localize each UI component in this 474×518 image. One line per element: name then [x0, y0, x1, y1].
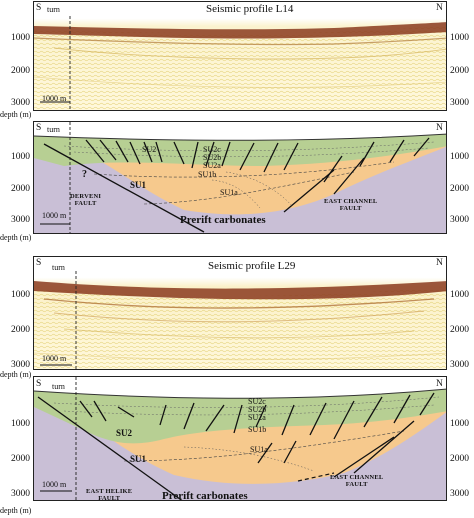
scale-bar-label: 1000 m [42, 354, 67, 363]
fault-label-line: FAULT [74, 200, 97, 207]
unit-su1: SU1 [130, 454, 147, 464]
north-label: N [436, 3, 443, 13]
turn-label: turn [52, 263, 65, 272]
scale-bar-label: 1000 m [42, 94, 67, 103]
south-label: S [36, 123, 42, 133]
depth-right-2000: 2000 [450, 325, 469, 335]
profile-title: Seismic profile L29 [208, 260, 296, 272]
depth-right-3000: 3000 [450, 489, 469, 499]
fault-label-line: EAST CHANNEL [324, 198, 378, 205]
depth-right-1000: 1000 [450, 290, 469, 300]
seismic-panel-l29 [33, 256, 447, 370]
south-label: S [36, 379, 42, 389]
unit-su2c: SU2c [203, 145, 221, 154]
depth-left-1000: 1000 [11, 33, 30, 43]
south-label: S [36, 258, 42, 268]
unit-su1a: SU1a [250, 445, 268, 454]
depth-right-1000: 1000 [450, 419, 469, 429]
unit-su1b: SU1b [198, 170, 217, 179]
unit-su1b: SU1b [248, 425, 267, 434]
depth-left-3000: 3000 [11, 98, 30, 108]
depth-left-3000: 3000 [11, 360, 30, 370]
depth-right-3000: 3000 [450, 215, 469, 225]
depth-left-2000: 2000 [11, 66, 30, 76]
fault-label-line: FAULT [339, 205, 362, 212]
fault-label-east-channel: EAST CHANNEL FAULT [324, 198, 377, 212]
fault-label-line: FAULT [98, 495, 121, 502]
unit-su2b: SU2b [248, 405, 267, 414]
unit-su2b: SU2b [203, 153, 222, 162]
fault-label-derveni: DERVENI FAULT [70, 193, 101, 207]
prerift-carbonates-label: Prerift carbonates [180, 214, 266, 226]
depth-right-1000: 1000 [450, 33, 469, 43]
depth-left-3000: 3000 [11, 489, 30, 499]
depth-axis-label: depth (m) [0, 233, 32, 242]
unit-su1: SU1 [130, 180, 147, 190]
depth-left-2000: 2000 [11, 184, 30, 194]
depth-left-2000: 2000 [11, 325, 30, 335]
interpretation-panel-l29 [33, 376, 447, 501]
north-label: N [436, 258, 443, 268]
depth-right-3000: 3000 [450, 98, 469, 108]
scale-bar-label: 1000 m [42, 211, 67, 220]
unit-su2a: SU2a [203, 161, 221, 170]
depth-left-1000: 1000 [11, 152, 30, 162]
north-label: N [436, 379, 443, 389]
seismic-image-l14 [34, 2, 446, 110]
unknown-marker: ? [82, 169, 87, 180]
seismic-image-l29 [34, 257, 446, 369]
scale-bar-label: 1000 m [42, 480, 67, 489]
unit-su1a: SU1a [220, 188, 238, 197]
depth-right-2000: 2000 [450, 454, 469, 464]
depth-axis-label: depth (m) [0, 506, 32, 515]
fault-label-line: FAULT [345, 481, 368, 488]
unit-su2a: SU2a [248, 413, 266, 422]
depth-right-2000: 2000 [450, 66, 469, 76]
depth-right-2000: 2000 [450, 184, 469, 194]
seismic-panel-l14 [33, 1, 447, 111]
prerift-carbonates-label: Prerift carbonates [162, 490, 248, 502]
profile-title: Seismic profile L14 [206, 3, 294, 15]
north-label: N [436, 123, 443, 133]
interpretation-diagram-l14 [34, 122, 446, 233]
turn-label: turn [47, 125, 60, 134]
south-label: S [36, 3, 42, 13]
depth-left-3000: 3000 [11, 215, 30, 225]
turn-label: turn [52, 382, 65, 391]
depth-right-3000: 3000 [450, 360, 469, 370]
fault-label-line: EAST HELIKE [86, 488, 133, 495]
unit-su2: SU2 [142, 145, 157, 154]
depth-axis-label: depth (m) [0, 370, 32, 379]
interpretation-panel-l14 [33, 121, 447, 234]
depth-left-1000: 1000 [11, 290, 30, 300]
depth-axis-label: depth (m) [0, 110, 32, 119]
depth-left-1000: 1000 [11, 419, 30, 429]
fault-label-line: DERVENI [70, 193, 102, 200]
depth-right-1000: 1000 [450, 152, 469, 162]
fault-label-east-channel: EAST CHANNEL FAULT [330, 474, 383, 488]
unit-su2c: SU2c [248, 397, 266, 406]
fault-label-line: EAST CHANNEL [330, 474, 384, 481]
interpretation-diagram-l29 [34, 377, 446, 500]
depth-left-2000: 2000 [11, 454, 30, 464]
turn-label: turn [47, 5, 60, 14]
fault-label-east-helike: EAST HELIKE FAULT [86, 488, 132, 502]
unit-su2: SU2 [116, 428, 133, 438]
